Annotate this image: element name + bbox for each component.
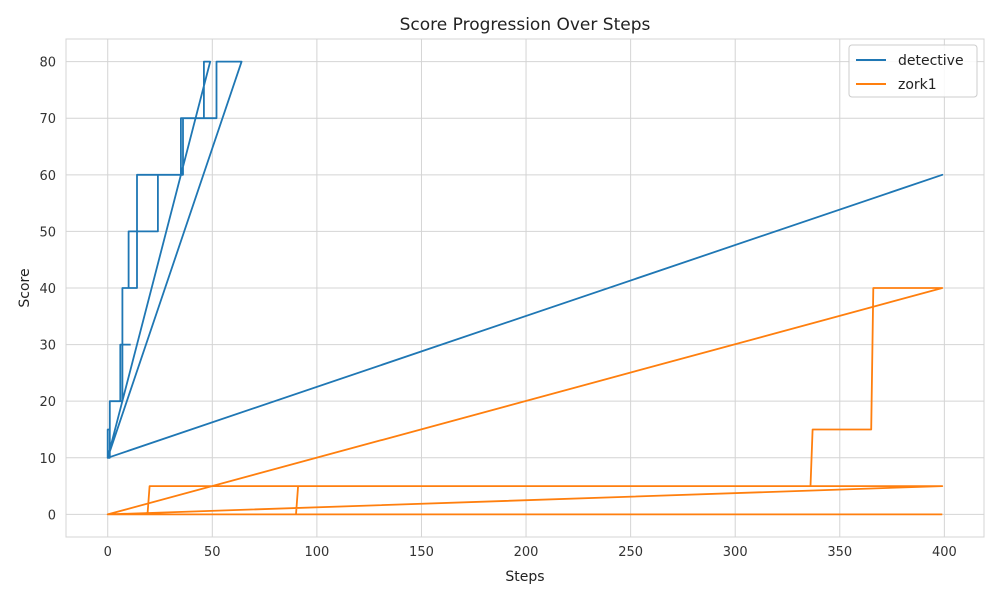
- y-tick-label: 0: [48, 508, 56, 523]
- x-tick-label: 300: [723, 545, 748, 560]
- x-tick-label: 350: [827, 545, 852, 560]
- y-tick-label: 10: [39, 452, 56, 467]
- x-tick-label: 100: [304, 545, 329, 560]
- y-tick-label: 40: [39, 282, 56, 297]
- legend-label-zork1: zork1: [898, 77, 937, 93]
- x-tick-label: 50: [204, 545, 221, 560]
- x-axis-label: Steps: [505, 569, 544, 585]
- series-lines: [106, 60, 944, 516]
- tick-labels: 0 50 100 150 200 250 300 350 400 0 10 20 30 40 50 60 70 8…: [39, 56, 956, 560]
- x-tick-label: 400: [932, 545, 957, 560]
- y-tick-label: 30: [39, 339, 56, 354]
- x-tick-label: 200: [514, 545, 539, 560]
- x-tick-label: 0: [104, 545, 112, 560]
- y-axis-label: Score: [17, 268, 33, 307]
- x-tick-label: 250: [618, 545, 643, 560]
- plot-frame: [65, 38, 985, 538]
- x-tick-label: 150: [409, 545, 434, 560]
- series-line-zork1: [106, 287, 944, 516]
- y-tick-label: 50: [39, 225, 56, 240]
- y-tick-label: 20: [39, 395, 56, 410]
- y-tick-label: 80: [39, 56, 56, 71]
- y-tick-label: 70: [39, 112, 56, 127]
- series-line-detective: [106, 60, 944, 459]
- chart-title: Score Progression Over Steps: [400, 15, 651, 35]
- legend: detective zork1: [848, 44, 978, 98]
- legend-label-detective: detective: [898, 53, 964, 69]
- y-tick-label: 60: [39, 169, 56, 184]
